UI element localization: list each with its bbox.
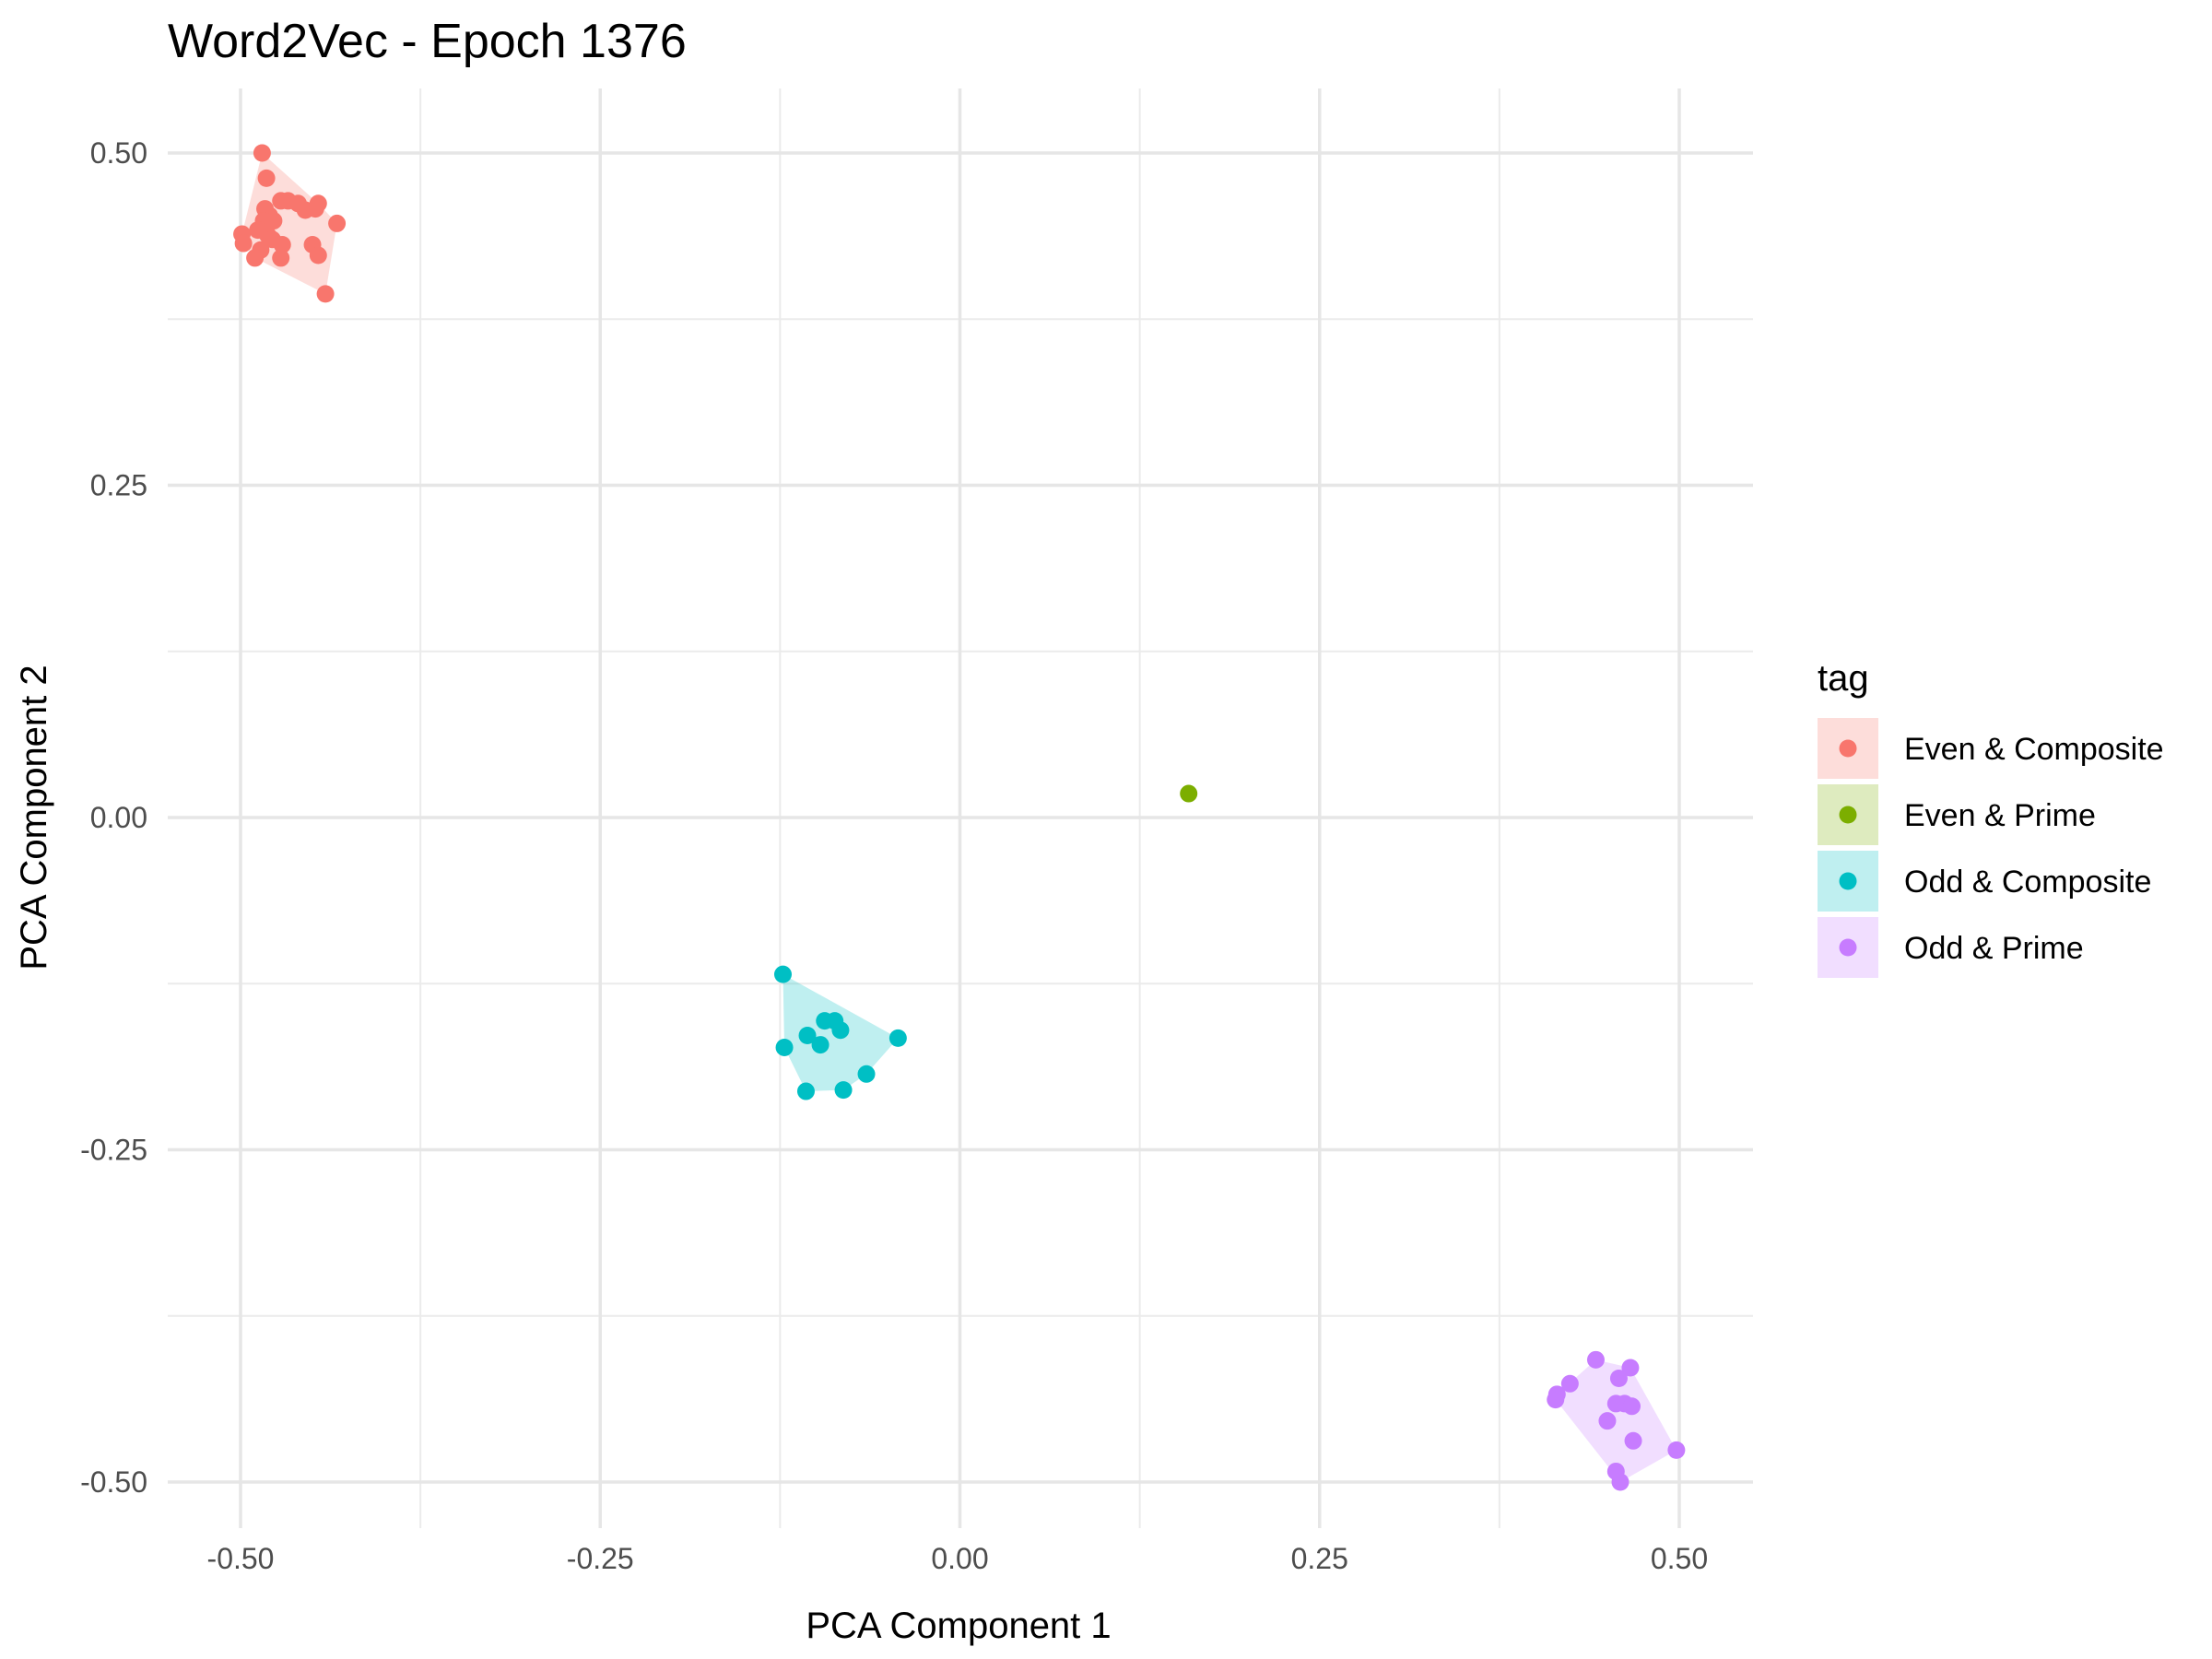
data-point — [1622, 1397, 1641, 1416]
x-tick-label: 0.50 — [1651, 1542, 1708, 1575]
data-point — [1609, 1370, 1628, 1388]
data-point — [775, 1038, 794, 1056]
data-points — [233, 144, 1686, 1491]
data-point — [773, 965, 792, 983]
data-point — [257, 169, 276, 187]
data-point — [246, 249, 265, 267]
data-point — [309, 246, 327, 265]
y-axis-title: PCA Component 2 — [14, 665, 54, 970]
data-point — [234, 234, 253, 253]
data-point — [1621, 1359, 1640, 1377]
data-point — [857, 1065, 876, 1083]
x-tick-label: 0.25 — [1291, 1542, 1348, 1575]
x-tick-label: -0.50 — [207, 1542, 275, 1575]
legend-key-point — [1839, 806, 1857, 824]
data-point — [1667, 1441, 1686, 1459]
data-point — [265, 212, 283, 230]
data-point — [328, 214, 347, 232]
plot-panel — [168, 88, 1753, 1528]
legend-label: Odd & Prime — [1904, 931, 2084, 966]
legend-key-point — [1839, 872, 1857, 890]
y-tick-label: 0.00 — [90, 801, 147, 834]
legend-label: Odd & Composite — [1904, 865, 2151, 900]
legend-key-point — [1839, 938, 1857, 957]
data-point — [1598, 1412, 1617, 1430]
data-point — [316, 285, 335, 303]
y-tick-label: 0.50 — [90, 136, 147, 170]
data-point — [1180, 784, 1198, 803]
data-point — [796, 1082, 815, 1100]
data-point — [272, 249, 290, 267]
y-axis-ticks: -0.50 -0.25 0.00 0.25 0.50 — [80, 136, 147, 1499]
y-tick-label: 0.25 — [90, 469, 147, 502]
data-point — [253, 144, 271, 162]
data-point — [1586, 1350, 1605, 1369]
y-tick-label: -0.50 — [80, 1465, 147, 1499]
data-point — [1560, 1374, 1579, 1393]
x-tick-label: -0.25 — [567, 1542, 634, 1575]
legend-items: Even & Composite Even & Prime Odd & Compos… — [1818, 718, 2164, 978]
x-axis-ticks: -0.50 -0.25 0.00 0.25 0.50 — [207, 1542, 1709, 1575]
data-point — [1547, 1391, 1565, 1409]
legend-label: Even & Composite — [1904, 732, 2164, 767]
data-point — [811, 1036, 830, 1054]
chart-title: Word2Vec - Epoch 1376 — [168, 15, 687, 68]
data-point — [834, 1081, 853, 1100]
data-point — [1611, 1473, 1630, 1491]
data-point — [831, 1021, 850, 1040]
legend-key-point — [1839, 739, 1857, 758]
data-point — [798, 1026, 817, 1044]
legend: tag Even & Composite Even & Prime Odd & Co… — [1818, 658, 2164, 978]
data-point — [888, 1029, 907, 1047]
data-point — [309, 194, 327, 213]
grid-major-lines — [168, 88, 1753, 1528]
x-tick-label: 0.00 — [931, 1542, 988, 1575]
legend-title: tag — [1818, 658, 1869, 699]
data-point — [273, 235, 291, 253]
data-point — [1624, 1431, 1642, 1450]
y-tick-label: -0.25 — [80, 1134, 147, 1167]
x-axis-title: PCA Component 1 — [806, 1606, 1111, 1646]
legend-label: Even & Prime — [1904, 798, 2096, 833]
